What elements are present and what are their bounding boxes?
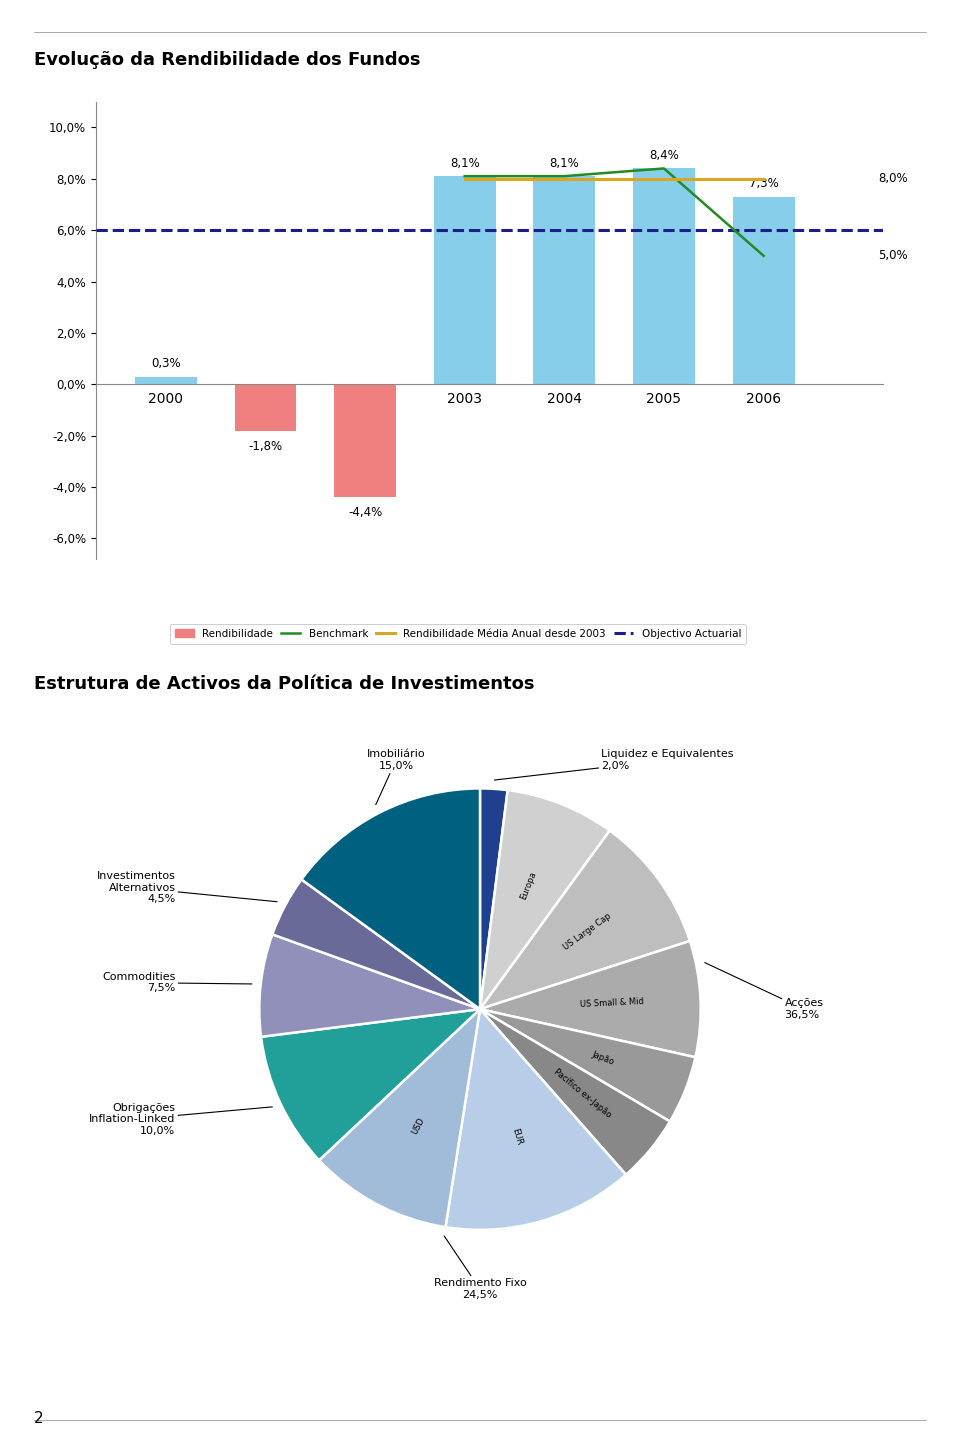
Legend: Rendibilidade, Benchmark, Rendibilidade Média Anual desde 2003, Objectivo Actuar: Rendibilidade, Benchmark, Rendibilidade … (170, 624, 746, 645)
Text: Acções
36,5%: Acções 36,5% (705, 963, 824, 1019)
Bar (534, 176, 595, 385)
Text: Rendimento Fixo
24,5%: Rendimento Fixo 24,5% (434, 1236, 526, 1300)
Text: 8,0%: 8,0% (878, 173, 908, 186)
Bar (434, 176, 495, 385)
Text: EUR: EUR (510, 1127, 523, 1146)
Text: USD: USD (410, 1117, 426, 1135)
Text: 8,1%: 8,1% (450, 157, 480, 170)
Wedge shape (480, 941, 701, 1057)
Text: Pacífico ex-Japão: Pacífico ex-Japão (552, 1067, 612, 1119)
Wedge shape (301, 788, 480, 1009)
Text: Investimentos
Alternativos
4,5%: Investimentos Alternativos 4,5% (97, 871, 277, 905)
Text: 2: 2 (34, 1411, 43, 1426)
Text: 8,1%: 8,1% (549, 157, 579, 170)
Text: -4,4%: -4,4% (348, 507, 382, 520)
Bar (234, 385, 297, 431)
Text: Evolução da Rendibilidade dos Fundos: Evolução da Rendibilidade dos Fundos (34, 51, 420, 68)
Wedge shape (273, 880, 480, 1009)
Wedge shape (261, 1009, 480, 1160)
Text: Commodities
7,5%: Commodities 7,5% (102, 971, 252, 993)
Wedge shape (259, 935, 480, 1037)
Text: Liquidez e Equivalentes
2,0%: Liquidez e Equivalentes 2,0% (494, 749, 733, 780)
Text: 8,4%: 8,4% (649, 150, 679, 163)
Bar (732, 196, 795, 385)
Wedge shape (480, 1009, 670, 1175)
Text: Europa: Europa (519, 871, 539, 902)
Text: Japão: Japão (590, 1050, 615, 1066)
Wedge shape (480, 788, 508, 1009)
Text: Imobiliário
15,0%: Imobiliário 15,0% (367, 749, 425, 804)
Wedge shape (480, 831, 690, 1009)
Wedge shape (319, 1009, 480, 1227)
Text: -1,8%: -1,8% (249, 440, 282, 453)
Text: US Small & Mid: US Small & Mid (580, 998, 644, 1009)
Wedge shape (445, 1009, 626, 1230)
Bar (633, 168, 695, 385)
Text: 5,0%: 5,0% (878, 250, 908, 263)
Wedge shape (480, 1009, 695, 1121)
Text: 7,3%: 7,3% (749, 177, 779, 190)
Text: Estrutura de Activos da Política de Investimentos: Estrutura de Activos da Política de Inve… (34, 675, 534, 693)
Bar (134, 376, 197, 385)
Bar (334, 385, 396, 498)
Text: US Large Cap: US Large Cap (562, 910, 612, 951)
Text: Obrigações
Inflation-Linked
10,0%: Obrigações Inflation-Linked 10,0% (89, 1104, 273, 1135)
Wedge shape (480, 790, 610, 1009)
Text: 0,3%: 0,3% (151, 357, 180, 370)
